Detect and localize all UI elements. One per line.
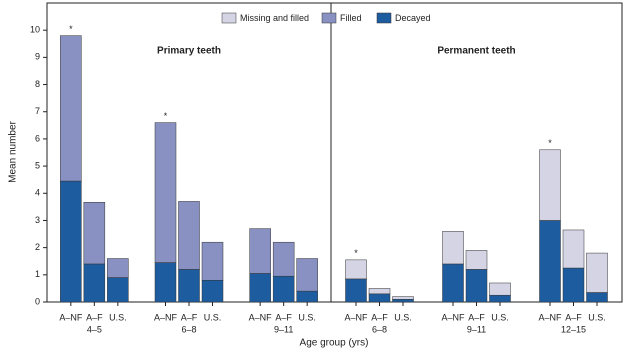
bar-segment bbox=[368, 288, 391, 295]
bar-segment bbox=[154, 122, 177, 263]
x-tick-label: A–F bbox=[275, 312, 292, 322]
x-tick-label: A–NF bbox=[59, 312, 83, 322]
bar-segment bbox=[249, 273, 271, 303]
panel-title: Primary teeth bbox=[157, 46, 221, 57]
bar-segment bbox=[107, 277, 129, 303]
bar-segment bbox=[60, 180, 82, 303]
bar-segment bbox=[201, 241, 224, 281]
y-tick-label: 7 bbox=[35, 106, 40, 116]
y-tick-label: 6 bbox=[35, 133, 40, 143]
legend-label: Filled bbox=[340, 13, 362, 23]
x-tick-label: U.S. bbox=[394, 312, 412, 322]
x-tick-label: A–NF bbox=[441, 312, 465, 322]
bar-segment bbox=[489, 282, 511, 296]
legend-label: Decayed bbox=[395, 13, 431, 23]
bar-segment bbox=[562, 267, 585, 303]
group-label: 9–11 bbox=[467, 324, 486, 334]
legend-swatch bbox=[321, 12, 337, 24]
bar-segment bbox=[489, 294, 511, 303]
y-tick-label: 9 bbox=[35, 52, 40, 62]
bar-segment bbox=[442, 263, 464, 303]
bar-segment bbox=[465, 250, 488, 270]
bar-segment bbox=[442, 231, 464, 265]
y-tick-label: 8 bbox=[35, 79, 40, 89]
bar-segment bbox=[539, 220, 561, 303]
panel-title: Permanent teeth bbox=[437, 46, 515, 57]
bar-segment bbox=[178, 269, 200, 303]
y-axis-title: Mean number bbox=[8, 120, 19, 182]
bar-segment bbox=[392, 296, 414, 300]
annotation: * bbox=[548, 138, 552, 148]
x-tick-label: A–F bbox=[86, 312, 103, 322]
x-tick-label: A–NF bbox=[249, 312, 273, 322]
bar-segment bbox=[178, 201, 200, 270]
bar-segment bbox=[368, 293, 391, 303]
bar-segment bbox=[107, 258, 129, 278]
x-tick-label: U.S. bbox=[588, 312, 606, 322]
x-tick-label: A–F bbox=[565, 312, 582, 322]
bar-segment bbox=[586, 252, 608, 293]
group-label: 12–15 bbox=[561, 324, 586, 334]
x-tick-label: U.S. bbox=[204, 312, 222, 322]
bar-segment bbox=[586, 292, 608, 303]
x-axis-title: Age group (yrs) bbox=[300, 338, 369, 349]
y-tick-label: 10 bbox=[30, 25, 40, 35]
x-tick-label: A–NF bbox=[538, 312, 562, 322]
y-tick-label: 4 bbox=[35, 188, 40, 198]
annotation: * bbox=[164, 111, 168, 121]
x-tick-label: U.S. bbox=[109, 312, 127, 322]
bar-segment bbox=[296, 290, 318, 303]
bar-segment bbox=[272, 241, 295, 277]
bar-segment bbox=[83, 263, 106, 303]
x-tick-label: U.S. bbox=[491, 312, 509, 322]
y-tick-label: 3 bbox=[35, 215, 40, 225]
plot-frame bbox=[46, 2, 623, 303]
bar-segment bbox=[345, 278, 367, 303]
y-tick-label: 1 bbox=[35, 269, 40, 279]
bar-segment bbox=[562, 229, 585, 269]
bar-segment bbox=[345, 259, 367, 280]
bar-segment bbox=[296, 258, 318, 292]
x-tick-label: A–NF bbox=[344, 312, 368, 322]
bar-segment bbox=[465, 269, 488, 303]
y-tick-label: 5 bbox=[35, 160, 40, 170]
group-label: 6–8 bbox=[181, 324, 196, 334]
group-label: 4–5 bbox=[87, 324, 102, 334]
bar-segment bbox=[60, 35, 82, 182]
x-tick-label: A–F bbox=[468, 312, 485, 322]
bar-segment bbox=[83, 201, 106, 265]
y-tick-label: 0 bbox=[35, 296, 40, 306]
y-tick-label: 2 bbox=[35, 242, 40, 252]
legend-swatch bbox=[376, 12, 392, 24]
annotation: * bbox=[69, 24, 73, 34]
x-tick-label: A–F bbox=[371, 312, 388, 322]
group-label: 9–11 bbox=[274, 324, 293, 334]
bar-segment bbox=[392, 299, 414, 303]
annotation: * bbox=[354, 248, 358, 258]
bar-segment bbox=[201, 280, 224, 303]
legend-label: Missing and filled bbox=[240, 13, 309, 23]
x-tick-label: A–F bbox=[181, 312, 198, 322]
x-tick-label: A–NF bbox=[154, 312, 178, 322]
legend-swatch bbox=[221, 12, 237, 24]
group-label: 6–8 bbox=[372, 324, 387, 334]
bar-segment bbox=[539, 149, 561, 221]
bar-segment bbox=[272, 275, 295, 303]
x-tick-label: U.S. bbox=[298, 312, 316, 322]
bar-segment bbox=[154, 262, 177, 303]
bar-segment bbox=[249, 228, 271, 274]
